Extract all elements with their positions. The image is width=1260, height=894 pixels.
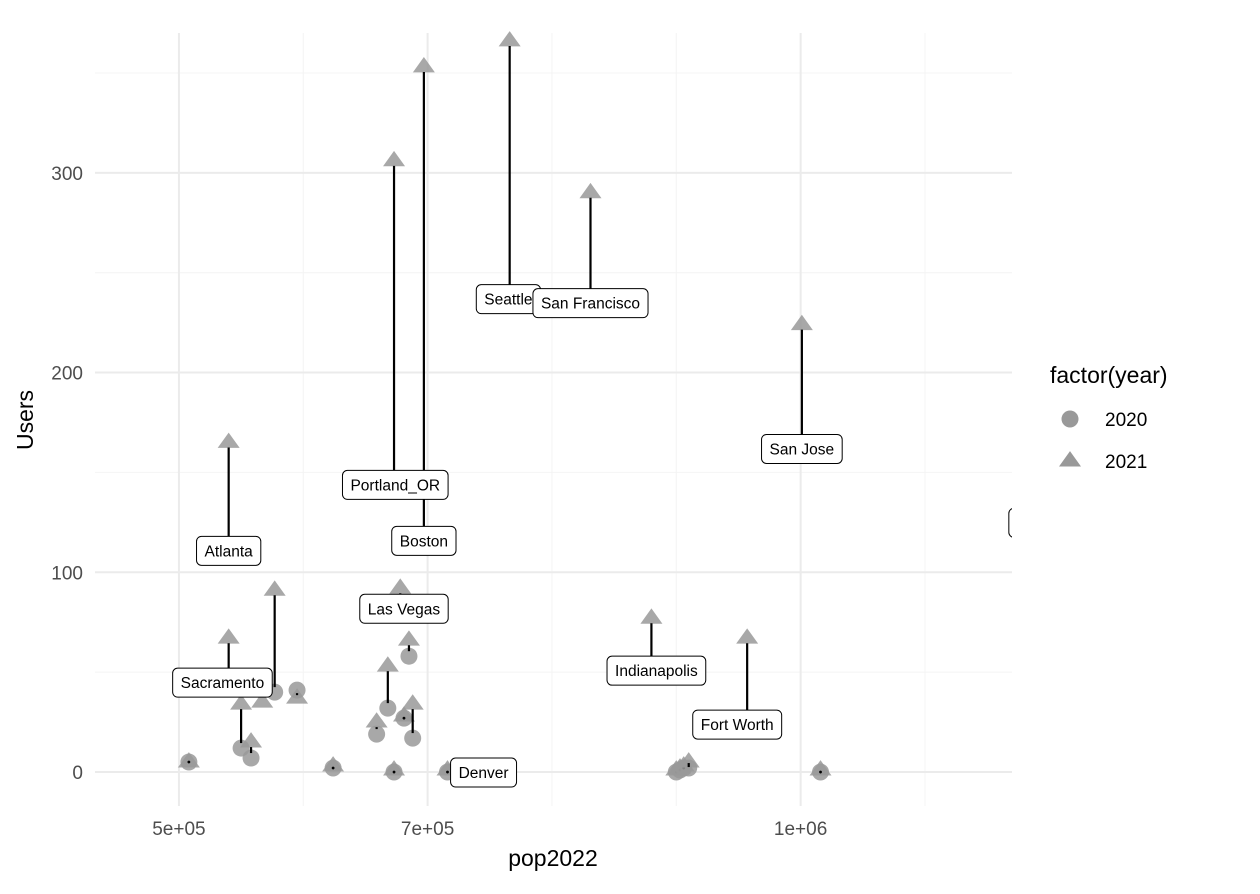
x-tick-label: 7e+05 — [401, 819, 454, 840]
point-2021 — [322, 756, 345, 772]
y-tick-label: 300 — [51, 164, 83, 185]
point-2021 — [365, 712, 388, 728]
point-label-box — [172, 667, 273, 698]
point-2020 — [404, 729, 422, 747]
point-label-text: Las Vegas — [368, 601, 441, 618]
point-label-text: San Jose — [770, 441, 835, 458]
point-label-text: Fort Worth — [701, 717, 774, 734]
point-2021 — [790, 314, 813, 331]
point-label-box — [606, 655, 707, 686]
point-2020 — [368, 725, 386, 743]
point-label: San Francisco — [532, 288, 649, 319]
point-2021 — [677, 752, 700, 768]
point-label: Fort Worth — [692, 709, 783, 740]
point-labels: Atlanta Sacramento Portland_OR Boston Las Ve… — [172, 284, 1089, 788]
point-label: Seattle — [475, 284, 542, 315]
legend-triangle-icon — [1059, 451, 1081, 467]
point-2021 — [240, 732, 263, 748]
point-2021 — [217, 628, 240, 644]
plot-panel — [177, 31, 832, 781]
point-2021 — [809, 760, 832, 776]
point-label-text: Atlanta — [205, 543, 254, 560]
point-2021 — [397, 630, 420, 646]
point-label: Sacramento — [172, 667, 273, 698]
y-tick-label: 100 — [51, 563, 83, 584]
y-axis-title: Users — [12, 390, 38, 450]
point-2021 — [392, 706, 415, 722]
change-segment — [187, 760, 191, 764]
point-label-text: San Francisco — [541, 296, 640, 313]
change-segment — [402, 716, 406, 720]
point-label-text: Portland_OR — [350, 477, 440, 494]
point-label-text: Boston — [400, 533, 448, 550]
point-label: Atlanta — [196, 535, 262, 566]
y-tick-label: 200 — [51, 364, 83, 385]
legend-title: factor(year) — [1050, 362, 1168, 388]
point-label-box — [450, 757, 518, 788]
point-label-text: Indianapolis — [615, 663, 698, 680]
y-axis: 0 100 200 300 — [51, 164, 83, 784]
point-2021 — [251, 692, 274, 708]
change-segment — [392, 770, 396, 774]
point-2021 — [217, 432, 240, 448]
point-2021 — [383, 150, 406, 167]
point-2021 — [230, 694, 253, 710]
point-2020 — [400, 647, 418, 665]
point-label-box — [391, 525, 457, 556]
legend-circle-icon — [1061, 410, 1079, 428]
point-2021 — [389, 578, 412, 594]
point-2021 — [736, 628, 759, 644]
point-label: Boston — [391, 525, 457, 556]
point-label: Las Vegas — [359, 593, 449, 624]
point-label: Denver — [450, 757, 518, 788]
point-label: San Jose — [761, 433, 843, 464]
point-2021 — [401, 694, 424, 710]
point-2021 — [498, 31, 521, 47]
point-2021 — [579, 182, 602, 199]
legend: factor(year) 2020 2021 — [1050, 362, 1168, 473]
point-2021 — [383, 760, 406, 776]
point-label-box — [359, 593, 449, 624]
point-2021 — [286, 688, 309, 704]
point-2021 — [376, 656, 399, 672]
x-tick-label: 5e+05 — [152, 819, 205, 840]
x-axis: 5e+05 7e+05 1e+06 — [152, 819, 827, 840]
label-layer: Atlanta Sacramento Portland_OR Boston Las Ve… — [172, 284, 1089, 788]
point-label-box — [196, 535, 262, 566]
point-label-box — [532, 288, 649, 319]
point-2021 — [640, 608, 663, 624]
point-label-box — [761, 433, 843, 464]
point-label-text: Denver — [459, 765, 509, 782]
point-label: Portland_OR — [341, 469, 449, 500]
point-2021 — [263, 580, 286, 596]
point-label-box — [341, 469, 449, 500]
legend-label-2021: 2021 — [1105, 452, 1147, 473]
change-segment — [819, 770, 822, 774]
point-label-text: Seattle — [484, 292, 532, 309]
point-2021 — [412, 57, 435, 73]
point-2020 — [379, 699, 397, 717]
point-label-box — [1008, 508, 1012, 538]
point-label: San Diego — [1008, 508, 1089, 538]
point-label-text: San Diego — [1017, 515, 1089, 532]
point-label-text: Sacramento — [181, 675, 265, 692]
y-tick-label: 0 — [72, 763, 83, 784]
x-axis-title: pop2022 — [508, 845, 598, 871]
point-2021 — [177, 752, 200, 768]
x-tick-label: 1e+06 — [774, 819, 827, 840]
legend-label-2020: 2020 — [1105, 410, 1147, 431]
change-segment — [446, 770, 449, 774]
point-label: Indianapolis — [606, 655, 707, 686]
change-segment — [331, 766, 335, 770]
point-2020 — [242, 749, 260, 767]
point-label-box — [692, 709, 783, 740]
